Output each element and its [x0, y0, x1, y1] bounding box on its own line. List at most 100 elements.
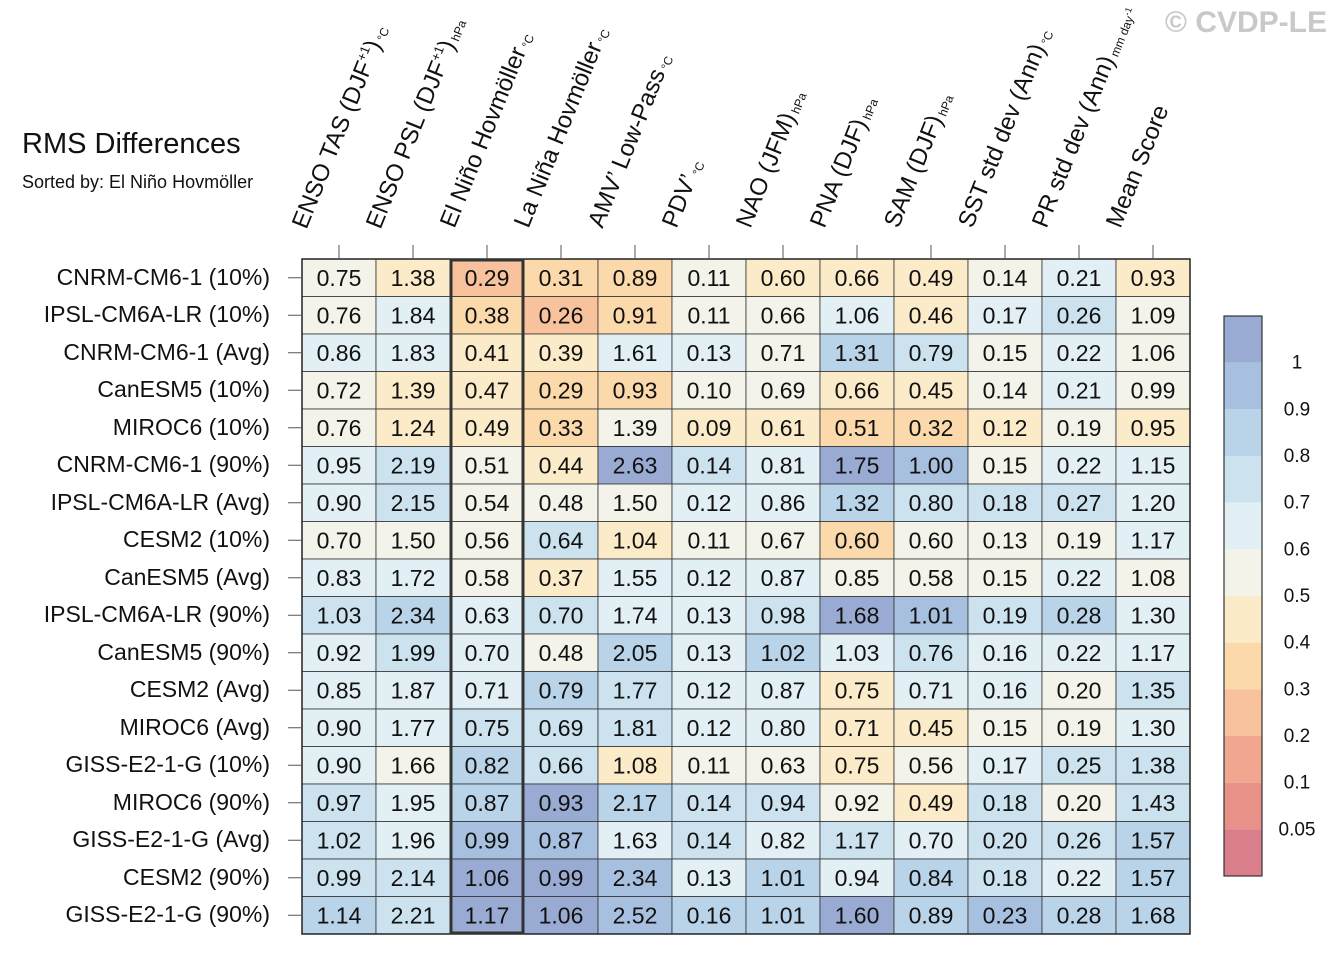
heatmap-cell	[301, 371, 377, 410]
cell-value: 0.21	[1057, 265, 1102, 291]
cell-value: 0.16	[983, 677, 1028, 703]
heatmap-cell	[819, 821, 895, 860]
cell-value: 2.15	[391, 490, 436, 516]
cell-value: 0.60	[909, 527, 954, 553]
cell-value: 1.55	[613, 565, 658, 591]
row-label: CESM2 (10%)	[123, 526, 270, 553]
cell-value: 1.20	[1131, 490, 1176, 516]
cell-value: 1.83	[391, 340, 436, 366]
heatmap-cell	[671, 521, 747, 560]
cell-value: 0.76	[909, 640, 954, 666]
cell-value: 0.87	[465, 790, 510, 816]
heatmap-cell	[597, 483, 673, 522]
cell-value: 1.68	[1131, 902, 1176, 928]
cell-value: 1.77	[391, 715, 436, 741]
row-label: CESM2 (Avg)	[129, 676, 270, 703]
cell-value: 0.12	[983, 415, 1028, 441]
heatmap-cell	[1041, 446, 1117, 485]
heatmap-cell	[819, 858, 895, 897]
heatmap-cell	[1115, 333, 1191, 372]
colorbar-label: 1	[1292, 353, 1303, 374]
cell-value: 0.93	[613, 377, 658, 403]
heatmap-cell	[1115, 821, 1191, 860]
cell-value: 0.76	[317, 302, 362, 328]
cell-value: 0.80	[909, 490, 954, 516]
cell-value: 1.09	[1131, 302, 1176, 328]
heatmap-cell	[967, 896, 1043, 935]
colorbar-segment	[1224, 782, 1262, 830]
colorbar-segment	[1224, 362, 1262, 410]
cell-value: 0.82	[761, 827, 806, 853]
heatmap-cell	[597, 633, 673, 672]
cell-value: 0.94	[835, 865, 880, 891]
chart-title: RMS Differences	[22, 128, 241, 160]
heatmap-cell	[819, 558, 895, 597]
cell-value: 1.72	[391, 565, 436, 591]
heatmap-cell	[967, 258, 1043, 297]
colorbar-border	[1223, 315, 1263, 877]
cell-value: 2.14	[391, 865, 436, 891]
cell-value: 0.45	[909, 377, 954, 403]
cell-value: 0.81	[761, 452, 806, 478]
heatmap-cell	[893, 446, 969, 485]
colorbar-segment	[1224, 642, 1262, 690]
colorbar-label: 0.2	[1284, 726, 1310, 747]
cell-value: 0.79	[909, 340, 954, 366]
cell-value: 0.14	[687, 452, 732, 478]
cell-value: 0.61	[761, 415, 806, 441]
cell-value: 0.87	[761, 565, 806, 591]
cell-value: 0.14	[983, 265, 1028, 291]
heatmap-cell	[375, 858, 451, 897]
cell-value: 1.03	[317, 602, 362, 628]
row-label: GISS-E2-1-G (90%)	[65, 901, 271, 928]
cell-value: 0.13	[687, 340, 732, 366]
heatmap-cell	[523, 258, 599, 297]
heatmap-cell	[523, 558, 599, 597]
cell-value: 1.06	[1131, 340, 1176, 366]
cell-value: 0.72	[317, 377, 362, 403]
cell-value: 0.19	[1057, 715, 1102, 741]
heatmap-cell	[819, 896, 895, 935]
cell-value: 0.13	[687, 602, 732, 628]
heatmap-cell	[745, 708, 821, 747]
colorbar-segment	[1224, 736, 1262, 783]
cell-value: 1.06	[465, 865, 510, 891]
heatmap-cell	[1041, 258, 1117, 297]
heatmap-cell	[449, 333, 525, 372]
colorbar-label: 0.5	[1284, 586, 1310, 607]
cell-value: 0.20	[1057, 790, 1102, 816]
heatmap-cell	[893, 258, 969, 297]
cell-value: 0.93	[1131, 265, 1176, 291]
heatmap-cell	[449, 558, 525, 597]
cell-value: 0.99	[465, 827, 510, 853]
heatmap-cell	[375, 521, 451, 560]
heatmap-cell	[523, 408, 599, 447]
heatmap-cell	[893, 333, 969, 372]
cell-value: 0.18	[983, 790, 1028, 816]
heatmap-cell	[967, 558, 1043, 597]
cell-value: 1.06	[835, 302, 880, 328]
cell-value: 1.30	[1131, 715, 1176, 741]
cell-value: 1.57	[1131, 827, 1176, 853]
cell-value: 0.99	[317, 865, 362, 891]
cell-value: 0.56	[465, 527, 510, 553]
heatmap-cell	[375, 708, 451, 747]
heatmap-cell	[597, 558, 673, 597]
heatmap-cell	[893, 558, 969, 597]
heatmap-cell	[449, 296, 525, 335]
cell-value: 1.87	[391, 677, 436, 703]
cell-value: 1.75	[835, 452, 880, 478]
cell-value: 0.90	[317, 752, 362, 778]
heatmap-cell	[523, 296, 599, 335]
heatmap-cell	[1041, 296, 1117, 335]
cell-value: 0.11	[687, 265, 730, 291]
heatmap-cell	[523, 333, 599, 372]
cell-value: 1.81	[613, 715, 658, 741]
cell-value: 0.49	[465, 415, 510, 441]
heatmap-cell	[819, 258, 895, 297]
cell-value: 0.75	[465, 715, 510, 741]
cell-value: 0.12	[687, 677, 732, 703]
heatmap-cell	[893, 521, 969, 560]
heatmap-cell	[745, 783, 821, 822]
